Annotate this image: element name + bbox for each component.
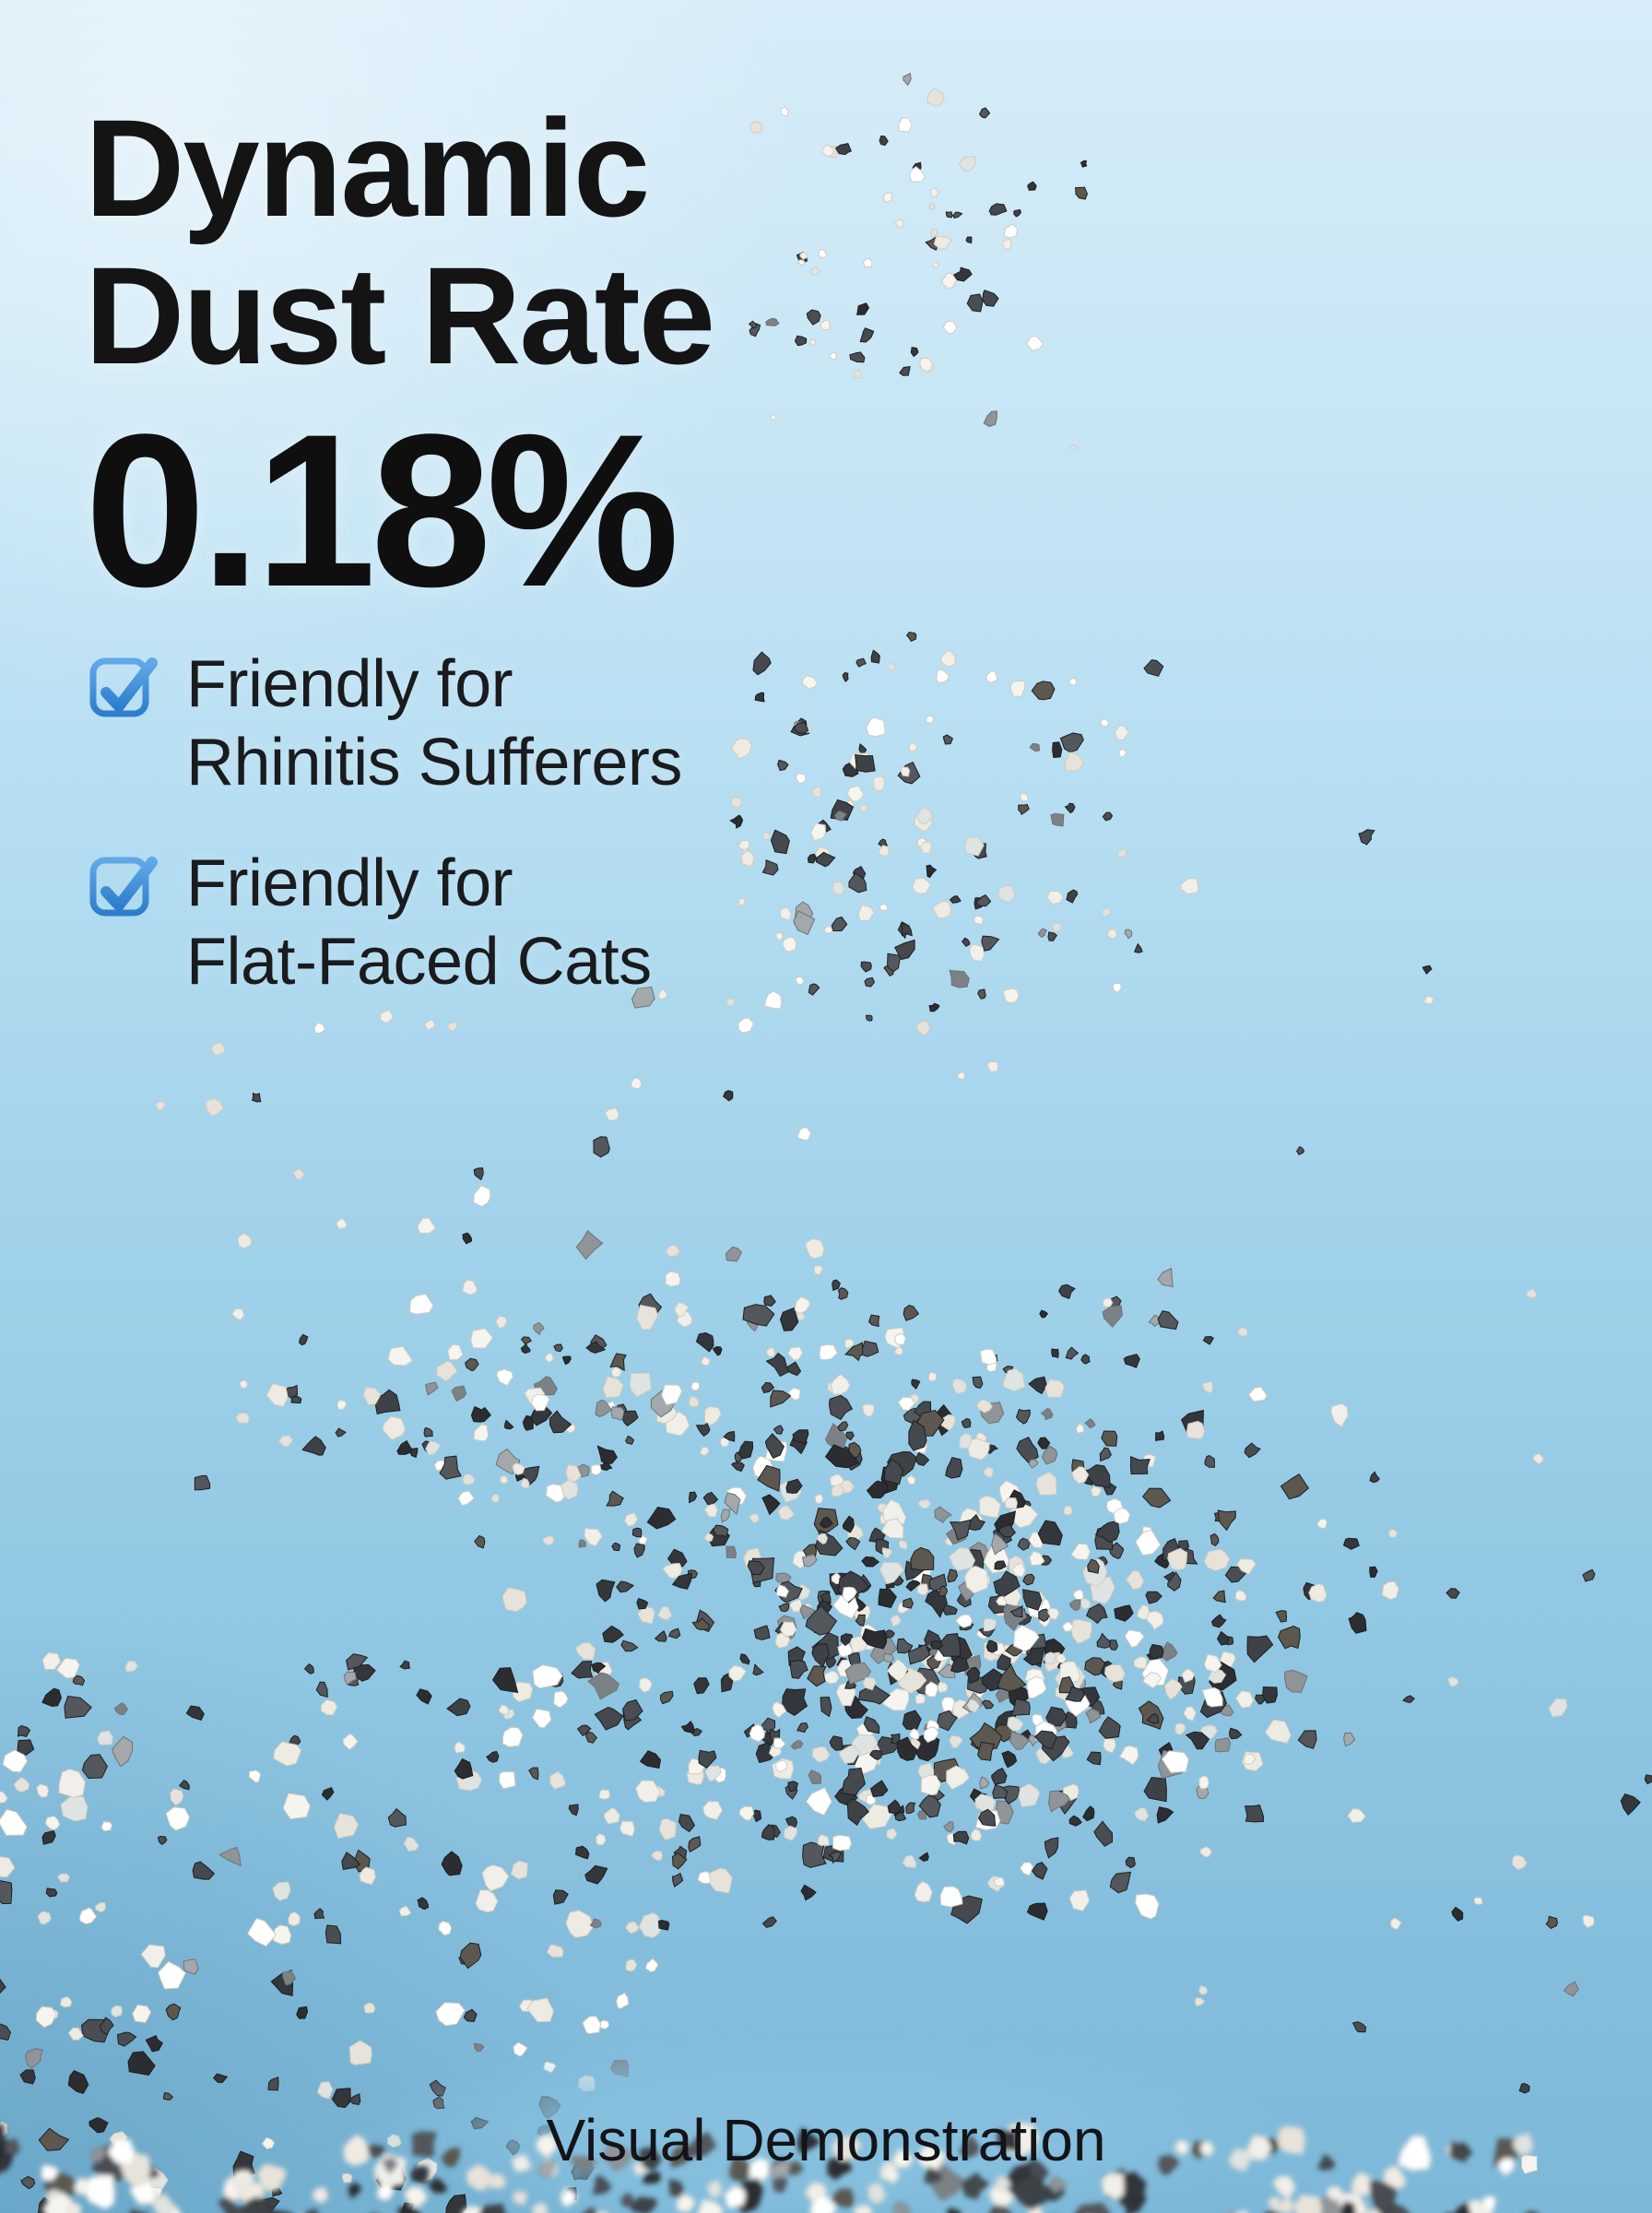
- checklist-label-line: Friendly for: [186, 846, 513, 920]
- particle-group-mid-stream: [593, 632, 1199, 1158]
- checklist-item-rhinitis: Friendly for Rhinitis Sufferers: [88, 645, 682, 802]
- headline-title-line2: Dust Rate: [85, 238, 715, 393]
- particle-group-spread: [194, 1229, 1360, 1615]
- checklist-item-flat-faced-cats: Friendly for Flat-Faced Cats: [88, 845, 682, 1001]
- checkbox-checked-icon: [89, 657, 158, 717]
- particle-group-upper-right-sparse: [1296, 829, 1545, 1484]
- particle-group-right-sparse: [1194, 1518, 1652, 2174]
- checklist-label-line: Flat-Faced Cats: [186, 925, 652, 999]
- checkbox-checked-icon: [89, 857, 158, 917]
- checklist-label-line: Friendly for: [186, 647, 513, 721]
- headline-title-line1: Dynamic: [85, 90, 650, 245]
- caption: Visual Demonstration: [546, 2107, 1106, 2173]
- headline-block: Dynamic Dust Rate 0.18%: [85, 90, 715, 633]
- particle-group-dense-core: [502, 1390, 1367, 1938]
- checklist-label: Friendly for Flat-Faced Cats: [186, 845, 652, 1001]
- checklist: Friendly for Rhinitis Sufferers Friendly…: [88, 645, 682, 1044]
- particle-group-mid-left-sparse: [155, 1010, 491, 1296]
- checklist-label-line: Rhinitis Sufferers: [186, 726, 682, 799]
- dust-rate-value: 0.18%: [85, 389, 679, 633]
- particle-group-top-stream: [748, 72, 1089, 451]
- checklist-label: Friendly for Rhinitis Sufferers: [186, 645, 682, 802]
